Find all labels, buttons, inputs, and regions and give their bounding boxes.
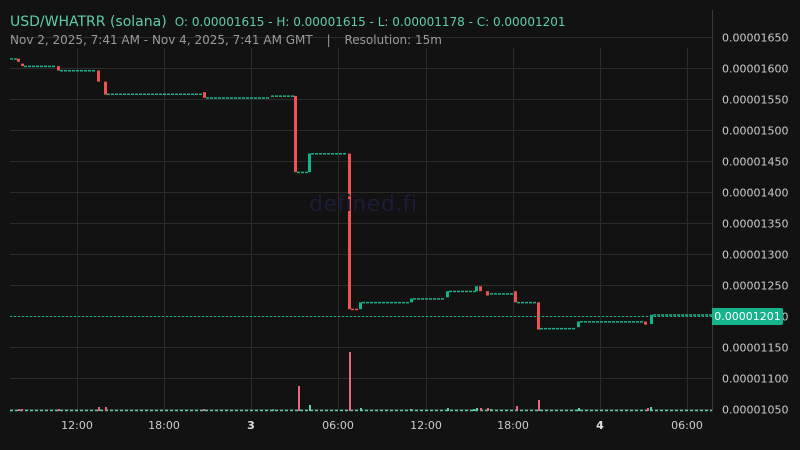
y-axis-label: 0.00001150 xyxy=(722,342,788,355)
x-axis-label: 3 xyxy=(247,419,255,432)
x-axis-label: 12:00 xyxy=(61,419,93,432)
candle xyxy=(57,66,60,71)
x-axis-label: 06:00 xyxy=(322,419,354,432)
y-axis-label: 0.00001450 xyxy=(722,156,788,169)
candle xyxy=(514,291,517,303)
candle xyxy=(644,321,647,325)
separator: | xyxy=(326,33,331,47)
candle xyxy=(97,70,100,82)
x-axis-label: 18:00 xyxy=(148,419,180,432)
candle xyxy=(475,286,478,292)
chart-header: USD/WHATRR (solana) O: 0.00001615 - H: 0… xyxy=(10,11,566,30)
y-axis-label: 0.00001250 xyxy=(722,280,788,293)
candle xyxy=(486,291,489,296)
candle xyxy=(479,286,482,292)
y-axis-label: 0.00001650 xyxy=(722,32,788,45)
current-price-tag: 0.00001201 xyxy=(712,308,783,325)
x-axis-label: 4 xyxy=(596,419,604,432)
x-axis-label: 06:00 xyxy=(671,419,703,432)
candle xyxy=(446,291,449,298)
y-axis-label: 0.00001400 xyxy=(722,187,788,200)
candle xyxy=(104,81,107,95)
candle xyxy=(650,314,653,325)
resolution-label: Resolution: 15m xyxy=(344,33,442,47)
y-axis-label: 0.00001600 xyxy=(722,63,788,76)
chart-subheader: Nov 2, 2025, 7:41 AM - Nov 4, 2025, 7:41… xyxy=(10,33,442,47)
candle xyxy=(294,95,297,173)
grid xyxy=(10,37,712,410)
y-axis-label: 0.00001100 xyxy=(722,373,788,386)
x-axis-label: 12:00 xyxy=(410,419,442,432)
y-axis-label: 0.00001550 xyxy=(722,94,788,107)
y-axis-label: 0.00001300 xyxy=(722,249,788,262)
candle xyxy=(359,302,362,310)
y-axis-label: 0.00001500 xyxy=(722,125,788,138)
candle xyxy=(348,153,351,310)
candle xyxy=(410,298,413,303)
candle xyxy=(17,58,20,62)
watermark: defined.fi xyxy=(309,192,418,217)
candle xyxy=(21,63,24,67)
y-axis-label: 0.00001050 xyxy=(722,404,788,417)
date-range: Nov 2, 2025, 7:41 AM - Nov 4, 2025, 7:41… xyxy=(10,33,313,47)
pair-title: USD/WHATRR (solana) xyxy=(10,14,167,30)
candles xyxy=(10,58,712,330)
y-axis-label: 0.00001350 xyxy=(722,218,788,231)
candle xyxy=(308,153,311,173)
volume-bars xyxy=(10,352,712,412)
candle xyxy=(203,92,206,98)
x-axis-label: 18:00 xyxy=(497,419,529,432)
ohlc-values: O: 0.00001615 - H: 0.00001615 - L: 0.000… xyxy=(174,15,566,29)
candle xyxy=(577,321,580,328)
